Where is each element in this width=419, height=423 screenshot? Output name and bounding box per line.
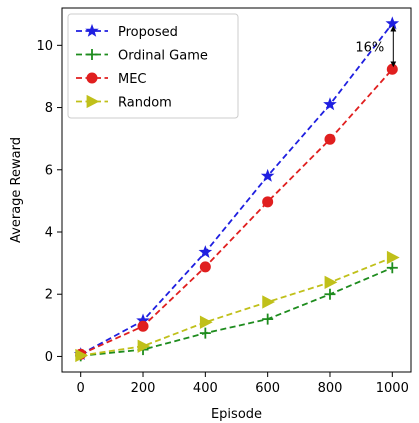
y-axis-label: Average Reward — [9, 137, 24, 243]
y-tick-label: 10 — [36, 39, 53, 54]
y-tick-label: 2 — [45, 288, 53, 303]
data-point — [386, 262, 398, 274]
legend-label: Ordinal Game — [118, 49, 208, 64]
data-point — [262, 196, 274, 208]
series-line — [80, 266, 393, 357]
data-point — [262, 295, 276, 309]
data-point — [199, 261, 211, 273]
data-point — [199, 327, 211, 339]
legend: Proposed Ordinal Game MEC Random — [67, 13, 239, 119]
series-line — [80, 23, 394, 356]
legend-label: MEC — [118, 72, 147, 87]
annotation-label: 16% — [355, 40, 384, 55]
legend-item: MEC — [76, 72, 147, 87]
x-tick-label: 400 — [193, 381, 218, 396]
y-tick-label: 6 — [45, 163, 53, 178]
y-tick-label: 4 — [45, 226, 53, 241]
plot-frame — [61, 7, 412, 373]
data-point — [198, 245, 213, 259]
legend-item: Proposed — [76, 23, 178, 40]
legend-marker — [85, 23, 99, 37]
data-point — [137, 339, 151, 353]
legend-label: Random — [118, 96, 172, 111]
legend-label: Proposed — [118, 25, 178, 40]
legend-box — [67, 13, 239, 119]
series-line — [80, 256, 393, 357]
x-axis-label: Episode — [211, 407, 262, 422]
y-tick-label: 0 — [45, 350, 53, 365]
x-tick-label: 600 — [255, 381, 280, 396]
data-point — [137, 320, 149, 332]
data-point — [324, 275, 338, 290]
y-tick-label: 8 — [45, 101, 53, 116]
data-point — [385, 16, 400, 30]
legend-item: Random — [76, 94, 172, 111]
x-tick-label: 0 — [77, 381, 85, 396]
data-point — [324, 133, 336, 145]
data-point — [199, 315, 213, 329]
x-tick-label: 200 — [131, 381, 156, 396]
x-tick-label: 1000 — [376, 381, 409, 396]
data-point — [386, 250, 400, 265]
data-point — [260, 168, 275, 182]
data-point — [262, 313, 274, 325]
legend-marker — [86, 72, 98, 84]
legend-marker — [86, 94, 100, 109]
legend-marker — [86, 49, 98, 60]
data-point — [75, 348, 89, 363]
series-random — [75, 250, 400, 363]
x-tick-label: 800 — [318, 381, 343, 396]
legend-item: Ordinal Game — [76, 49, 208, 64]
data-point — [386, 63, 398, 75]
data-point — [324, 288, 336, 300]
data-point — [323, 97, 337, 111]
